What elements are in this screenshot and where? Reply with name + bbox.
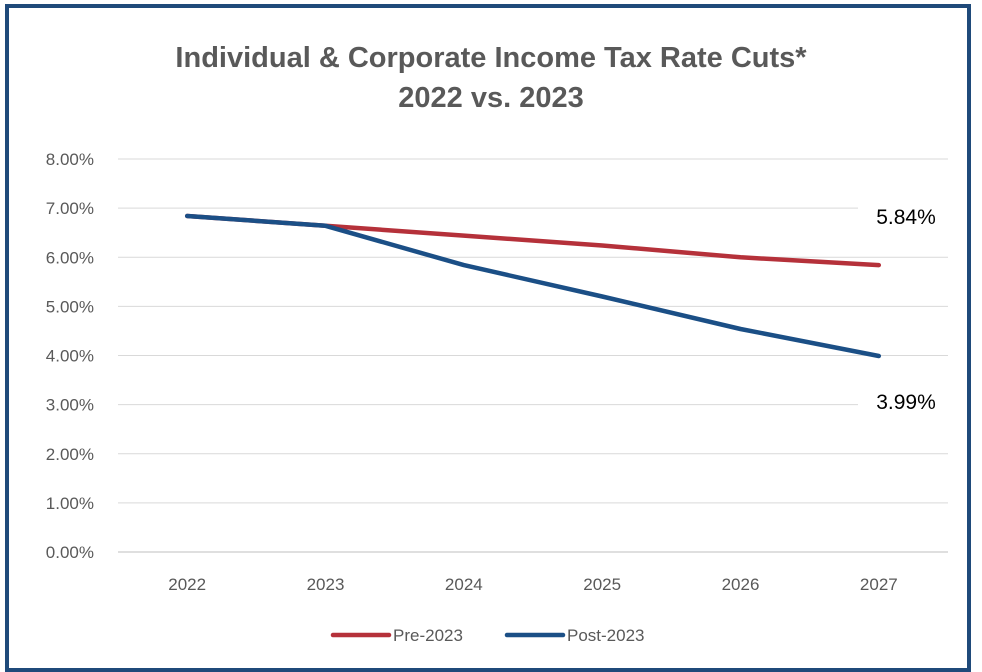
chart-title-line-1: Individual & Corporate Income Tax Rate C… bbox=[175, 42, 807, 74]
y-tick-label: 2.00% bbox=[46, 445, 94, 464]
chart-frame bbox=[5, 4, 971, 672]
y-tick-label: 5.00% bbox=[46, 297, 94, 316]
gridlines bbox=[118, 158, 948, 553]
y-tick-label: 3.00% bbox=[46, 396, 94, 415]
legend-item: Post-2023 bbox=[504, 626, 645, 645]
data-label: 5.84% bbox=[876, 206, 936, 229]
x-axis-tick-labels: 2022 2023 2024 2025 2026 2027 bbox=[168, 575, 897, 594]
x-tick-label: 2026 bbox=[722, 575, 760, 594]
y-tick-label: 7.00% bbox=[46, 199, 94, 218]
data-annotations: 5.84% 3.99% bbox=[858, 202, 954, 417]
chart-title-line-2: 2022 vs. 2023 bbox=[398, 82, 584, 114]
y-tick-label: 0.00% bbox=[46, 543, 94, 562]
y-tick-label: 1.00% bbox=[46, 494, 94, 513]
series-lines bbox=[184, 213, 882, 359]
legend: Pre-2023 Post-2023 bbox=[330, 626, 645, 645]
data-label: 3.99% bbox=[876, 391, 936, 414]
series-line-post-2023 bbox=[184, 213, 882, 359]
legend-label: Post-2023 bbox=[567, 626, 645, 645]
legend-label: Pre-2023 bbox=[393, 626, 463, 645]
y-tick-label: 8.00% bbox=[46, 150, 94, 169]
x-tick-label: 2022 bbox=[168, 575, 206, 594]
chart-title: Individual & Corporate Income Tax Rate C… bbox=[0, 38, 982, 118]
x-tick-label: 2023 bbox=[307, 575, 345, 594]
y-tick-label: 6.00% bbox=[46, 248, 94, 267]
data-label-background bbox=[858, 387, 954, 417]
x-tick-label: 2025 bbox=[583, 575, 621, 594]
y-tick-label: 4.00% bbox=[46, 347, 94, 366]
x-tick-label: 2027 bbox=[860, 575, 898, 594]
legend-item: Pre-2023 bbox=[330, 626, 463, 645]
y-axis-tick-labels: 0.00% 1.00% 2.00% 3.00% 4.00% 5.00% 6.00% 7.00%… bbox=[46, 150, 94, 562]
x-tick-label: 2024 bbox=[445, 575, 483, 594]
data-label-background bbox=[858, 202, 954, 232]
